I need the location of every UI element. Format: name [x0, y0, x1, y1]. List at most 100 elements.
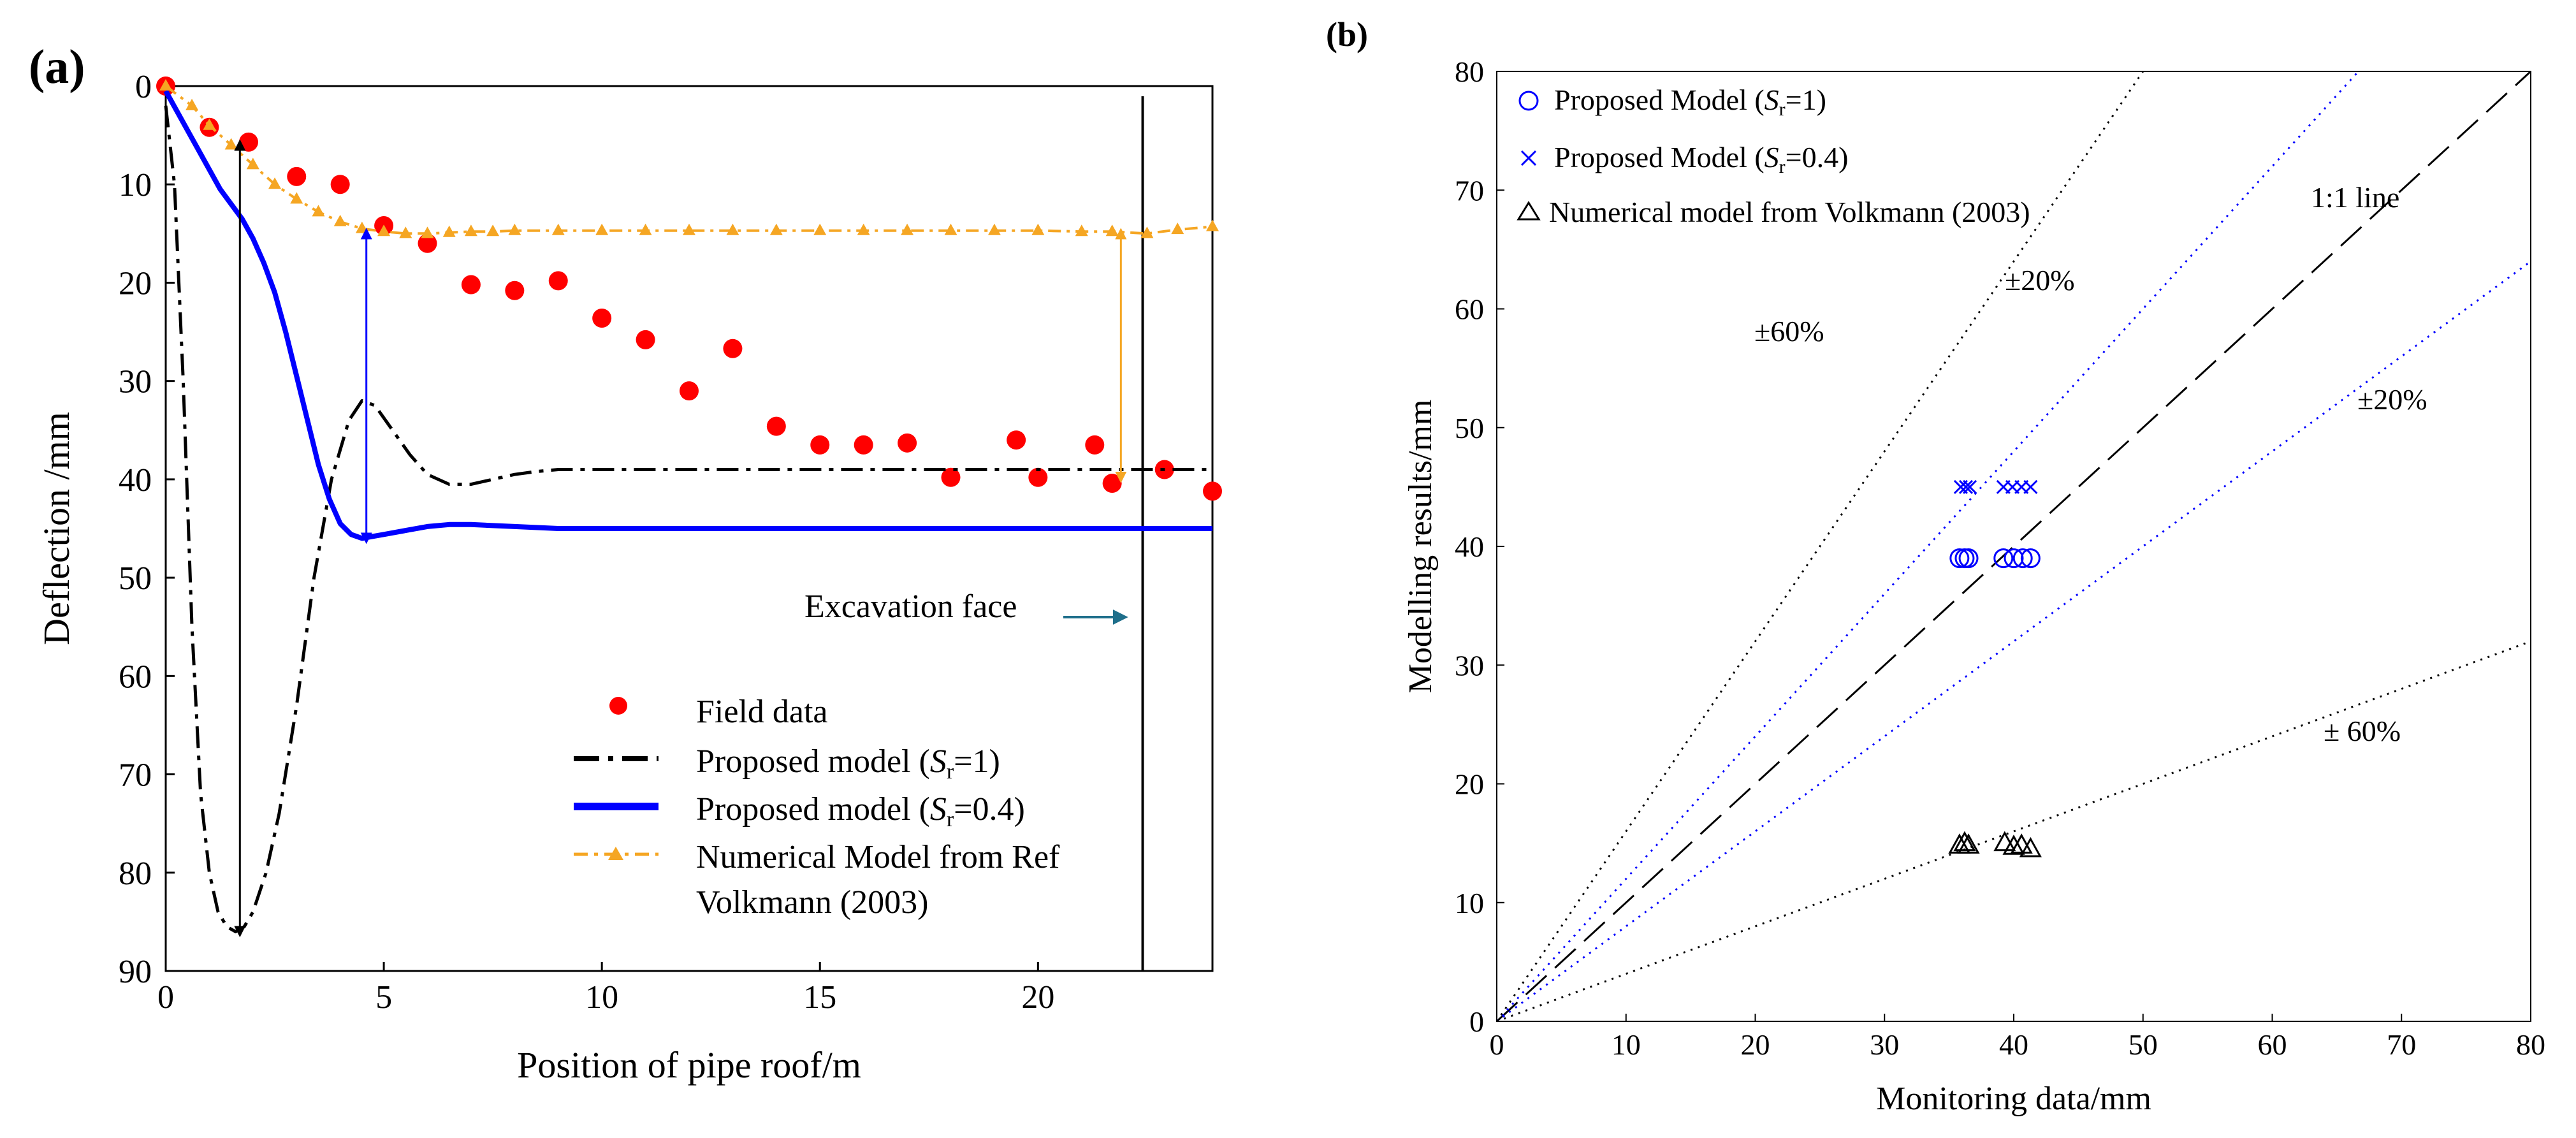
- field-data-point: [680, 381, 699, 401]
- legend-marker-circle: [1518, 91, 1539, 111]
- numerical-model-point: [769, 223, 783, 235]
- reference-line: [1496, 260, 2531, 1023]
- numerical-model-point: [290, 192, 303, 204]
- numerical-model-point: [1206, 219, 1219, 231]
- field-data-point: [636, 330, 655, 349]
- reference-lines-b: [1495, 70, 2532, 1023]
- numerical-model-point: [246, 157, 259, 170]
- panel-label-a: (a): [29, 40, 85, 94]
- x-tick-label-b: 10: [1612, 1028, 1641, 1061]
- label-plus-20-lower: ±20%: [2357, 383, 2427, 416]
- field-data-point: [418, 233, 437, 253]
- reference-line: [1496, 640, 2531, 1023]
- y-tick-label-a: 30: [119, 364, 152, 400]
- numerical-model-point: [987, 223, 1001, 235]
- point-sr04: [1962, 479, 1977, 494]
- y-tick-label-a: 40: [119, 462, 152, 499]
- numerical-model-point: [464, 224, 477, 237]
- point-sr1: [1958, 548, 1979, 569]
- x-tick-label-b: 40: [1999, 1028, 2028, 1061]
- field-data-point: [592, 308, 612, 328]
- numerical-model-point: [421, 226, 434, 238]
- numerical-model-point: [159, 79, 172, 91]
- field-data-point: [1028, 467, 1048, 487]
- x-axis-label-a: Position of pipe roof/m: [517, 1044, 861, 1086]
- x-tick-label-a: 10: [585, 979, 618, 1016]
- legend-a: Field data Proposed model (Sr=1) Propose…: [574, 694, 1060, 921]
- y-tick-label-b: 30: [1455, 649, 1484, 682]
- arrow-group-a: [234, 139, 1127, 938]
- legend-marker-x: [1520, 150, 1537, 166]
- legend-label-sr04: Proposed Model (Sr=0.4): [1554, 141, 1848, 177]
- panel-label-b: (b): [1326, 15, 1368, 54]
- label-one-to-one-line: 1:1 line: [2311, 181, 2399, 214]
- y-axis-label-a: Deflection /mm: [36, 412, 77, 645]
- x-tick-label-a: 5: [375, 979, 392, 1016]
- excavation-face-label: Excavation face: [804, 588, 1017, 625]
- point-sr1: [1993, 548, 2014, 569]
- numerical-model-point: [944, 223, 957, 235]
- axis-ticks-a: 0 5 10 15 20 0 10 20 30 40 50 60 70 80 90: [119, 69, 1054, 1016]
- legend-marker-triangle: [1517, 201, 1541, 221]
- chart-panel-b: (b) 0 10 20 30 40 50 60 70 80 0 10 20 30 40 50 60 70 80 M…: [1326, 15, 2545, 1117]
- numerical-model-point: [333, 214, 347, 226]
- numerical-model-point: [1140, 226, 1154, 238]
- chart-panel-a: (a) 0 5 10 15 20 0 10 20 30 40 50 60 70 80 90 Position…: [29, 40, 1222, 1086]
- x-tick-label-a: 20: [1021, 979, 1054, 1016]
- numerical-model-point: [442, 225, 456, 237]
- field-data-point: [548, 271, 568, 291]
- legend-marker-field-data: [609, 697, 627, 715]
- point-sr04: [1958, 479, 1974, 494]
- x-tick-label-b: 0: [1490, 1028, 1504, 1061]
- y-tick-label-b: 40: [1455, 530, 1484, 563]
- y-tick-label-b: 50: [1455, 412, 1484, 444]
- field-data-point: [1203, 481, 1222, 501]
- y-tick-label-a: 0: [135, 69, 152, 105]
- field-data-point: [287, 166, 307, 186]
- x-axis-label-b: Monitoring data/mm: [1876, 1081, 2151, 1117]
- numerical-model-point: [683, 223, 695, 235]
- field-data-point: [941, 467, 961, 487]
- series-line-proposed-model-sr-0-4: [163, 89, 1212, 541]
- y-tick-label-a: 70: [119, 757, 152, 794]
- numerical-model-point: [377, 224, 391, 237]
- legend-label-numerical-line1: Numerical Model from Ref: [696, 839, 1060, 875]
- legend-label-sr1: Proposed Model (Sr=1): [1554, 84, 1826, 120]
- label-plus-60-lower: ± 60%: [2324, 715, 2401, 747]
- y-tick-label-a: 20: [119, 265, 152, 302]
- field-data-point: [810, 435, 830, 455]
- x-tick-label-b: 70: [2387, 1028, 2416, 1061]
- point-numerical: [1957, 833, 1980, 854]
- field-data-point: [1085, 435, 1105, 455]
- point-sr04: [2023, 479, 2038, 494]
- numerical-model-point: [268, 177, 282, 189]
- numerical-model-point: [726, 223, 739, 235]
- y-tick-label-b: 20: [1455, 768, 1484, 801]
- point-numerical: [1953, 831, 1976, 852]
- x-tick-label-b: 50: [2128, 1028, 2158, 1061]
- field-data-point: [330, 175, 350, 194]
- field-data-point: [766, 416, 786, 436]
- label-plus-20-upper: ±20%: [2005, 264, 2075, 296]
- y-tick-label-a: 10: [119, 167, 152, 203]
- field-data-point: [1102, 474, 1122, 493]
- x-tick-label-a: 0: [157, 979, 174, 1016]
- legend-label-sr04: Proposed model (Sr=0.4): [696, 791, 1025, 831]
- numerical-model-point: [1075, 224, 1088, 237]
- point-numerical: [1993, 831, 2016, 852]
- numerical-model-point: [1171, 222, 1184, 235]
- field-data-point: [854, 435, 873, 455]
- numerical-model-point: [551, 223, 565, 235]
- y-tick-label-b: 60: [1455, 293, 1484, 326]
- legend-label-numerical-line2: Volkmann (2003): [696, 884, 928, 921]
- series-group-a: [156, 77, 1222, 933]
- label-plus-60-upper: ±60%: [1754, 315, 1824, 347]
- numerical-model-point: [486, 224, 500, 237]
- y-tick-label-a: 60: [119, 659, 152, 695]
- numerical-model-point: [901, 223, 914, 235]
- point-sr1: [2020, 548, 2041, 569]
- field-data-point: [461, 275, 481, 295]
- point-sr1: [2012, 548, 2033, 569]
- y-tick-label-a: 50: [119, 560, 152, 597]
